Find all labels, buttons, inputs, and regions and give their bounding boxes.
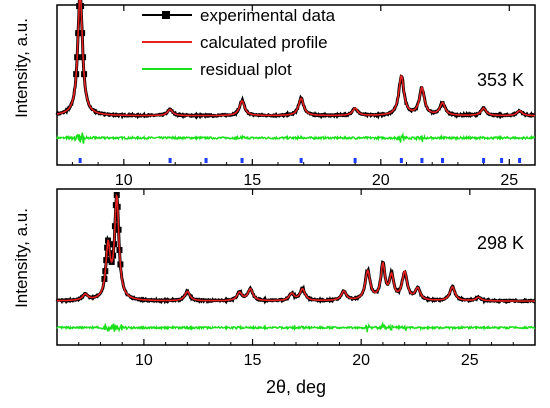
top-tick-label-10: 10: [115, 172, 133, 189]
bottom-tick-label-15: 15: [244, 352, 262, 369]
panel-bottom-frame: [56, 188, 536, 346]
top-tick-label-15: 15: [243, 172, 261, 189]
x-axis-label: 2θ, deg: [266, 377, 326, 397]
legend-label-residual: residual plot: [200, 60, 292, 79]
top-series-residual: [56, 131, 536, 144]
panel-bottom-y-axis-label: Intensity, a.u.: [12, 208, 31, 308]
panel-bottom-x-axis: 10 15 20 25: [56, 189, 536, 369]
top-tick-label-20: 20: [372, 172, 390, 189]
panel-top-frame: [56, 4, 536, 166]
bottom-series-residual: [56, 321, 536, 333]
legend-marker-experimental: [162, 11, 170, 19]
temperature-label-353k: 353 K: [477, 70, 524, 90]
panel-top-hkl-markers: [78, 158, 522, 163]
legend-entry-experimental: experimental data: [142, 6, 336, 25]
panel-298k: 10 15 20 25 Intensity, a.u. 298 K: [12, 188, 536, 369]
bottom-series-experimental: [55, 195, 536, 305]
bottom-tick-label-25: 25: [461, 352, 479, 369]
top-series-calculated: [57, 0, 535, 117]
panel-top-series: [55, 0, 536, 144]
legend-label-experimental: experimental data: [200, 6, 336, 25]
legend: experimental data calculated profile res…: [142, 6, 336, 79]
bottom-tick-label-10: 10: [135, 352, 153, 369]
panel-353k: 10 15 20 25 Intensity, a.u. 353 K: [12, 0, 536, 189]
bottom-series-calculated: [57, 193, 535, 302]
top-tick-label-25: 25: [500, 172, 518, 189]
panel-top-x-axis: 10 15 20 25: [71, 5, 536, 189]
panel-bottom-series: [55, 191, 536, 333]
panel-top-y-axis-label: Intensity, a.u.: [12, 18, 31, 118]
legend-entry-residual: residual plot: [142, 60, 292, 79]
legend-label-calculated: calculated profile: [200, 33, 328, 52]
legend-entry-calculated: calculated profile: [142, 33, 328, 52]
temperature-label-298k: 298 K: [477, 233, 524, 253]
bottom-tick-label-20: 20: [352, 352, 370, 369]
